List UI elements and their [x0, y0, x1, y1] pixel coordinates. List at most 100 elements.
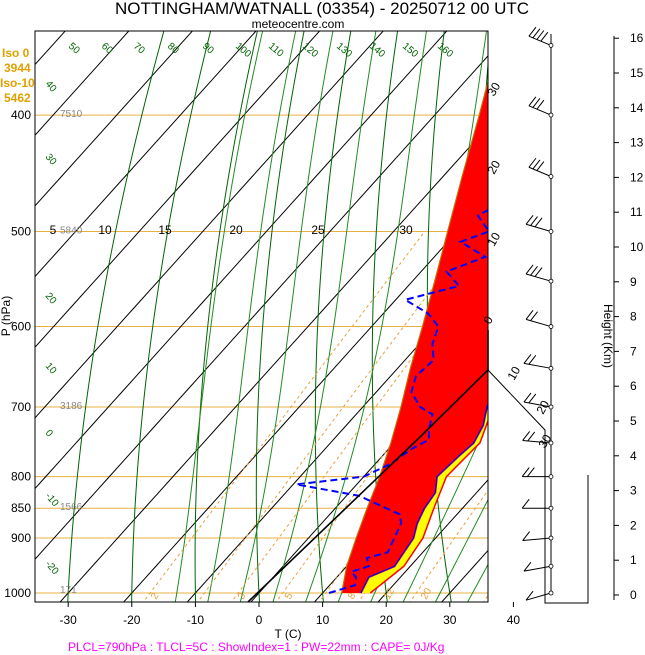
moist-adiabat-30 — [434, 498, 488, 602]
mixing-ratio-2 — [197, 231, 476, 602]
height-tick-label-3: 3 — [630, 484, 637, 498]
height-label-850: 1566 — [60, 502, 83, 513]
wind-barb — [528, 96, 554, 118]
footer-indices: PLCL=790hPa : TLCL=5C : ShowIndex=1 : PW… — [68, 640, 444, 654]
temperature-blue-line — [360, 401, 488, 594]
wind-barb-flag — [525, 264, 534, 275]
pressure-label-500: 500 — [11, 224, 31, 238]
isotherm-0 — [250, 337, 488, 602]
thetae-right-5: 20 — [533, 398, 552, 417]
wind-barb-staff — [525, 592, 552, 601]
parcel-line — [341, 79, 488, 594]
wind-barb-staff — [525, 318, 552, 328]
pressure-label-800: 800 — [11, 470, 31, 484]
wind-barb-flag — [536, 99, 545, 110]
height-tick-label-9: 9 — [630, 275, 637, 289]
wind-barb-flag — [528, 26, 537, 37]
height-tick-label-8: 8 — [630, 310, 637, 324]
thetae-right-4: 10 — [504, 364, 523, 383]
height-tick-label-6: 6 — [630, 379, 637, 393]
moist-adiabat-25 — [402, 420, 488, 602]
moist-adiabat-0 — [239, 31, 334, 602]
moist-adiabat--5 — [207, 31, 297, 602]
wind-barb-flag — [528, 393, 537, 404]
x-tick-label-20: 20 — [380, 613, 394, 627]
wind-barb — [525, 264, 554, 284]
height-tick-label-14: 14 — [630, 101, 644, 115]
moist-adiabat--10 — [174, 31, 264, 602]
wind-barb-flag — [521, 467, 530, 477]
wind-station-dot — [548, 505, 554, 511]
wind-barb-flag — [528, 354, 537, 365]
height-label-1000: 171 — [60, 585, 77, 596]
wind-station-dot — [548, 404, 554, 410]
virtual-temp-line — [369, 418, 488, 594]
footer-show: : ShowIndex=1 — [211, 640, 291, 654]
dry-adiabat--30 — [67, 31, 165, 602]
pressure-label-900: 900 — [11, 531, 31, 545]
height-tick-label-0: 0 — [630, 588, 637, 602]
wind-barb-flag — [525, 214, 534, 225]
height-tick-label-7: 7 — [630, 344, 637, 358]
wind-station-dot — [548, 563, 554, 569]
pressure-label-1000: 1000 — [4, 586, 31, 600]
x-axis-label: T (C) — [274, 627, 301, 641]
wind-barb-flag — [523, 561, 532, 572]
height-label-400: 7510 — [60, 109, 83, 120]
wind-station-dot — [548, 278, 554, 284]
wind-station-dot — [548, 324, 554, 329]
mixing-label-5: 5 — [283, 591, 296, 602]
wind-barb-flag — [528, 157, 537, 168]
height-label-500: 5840 — [60, 225, 83, 236]
x-tick-label--30: -30 — [60, 613, 78, 627]
moist-adiabat-10 — [305, 31, 427, 602]
height-tick-label-16: 16 — [630, 31, 644, 45]
theta-left-4: 0 — [43, 428, 55, 440]
wind-barb — [525, 310, 554, 329]
thetae-label-20: 20 — [229, 223, 243, 237]
wind-barb-flag — [536, 161, 545, 171]
dewpoint-line — [296, 209, 488, 594]
mixing-label-20: 20 — [419, 586, 434, 602]
wind-barb-flag — [523, 354, 532, 364]
thetae-right-0: 30 — [484, 80, 503, 99]
wind-station-dot — [548, 174, 554, 179]
wind-barb-flag — [523, 392, 532, 403]
iso-0-height: 3944 — [4, 61, 31, 75]
wind-station-dot — [548, 590, 554, 596]
chart-title: NOTTINGHAM/WATNALL (03354) - 20250712 00… — [115, 0, 529, 18]
wind-barb — [522, 531, 554, 542]
thetae-label-5: 5 — [50, 223, 57, 237]
wind-barb-flag — [540, 31, 549, 42]
wind-barb-staff — [525, 273, 552, 282]
height-tick-label-13: 13 — [630, 136, 644, 150]
height-tick-label-10: 10 — [630, 240, 644, 254]
wind-barb-flag — [532, 159, 541, 170]
pressure-label-600: 600 — [11, 320, 31, 334]
wind-barb — [525, 214, 554, 234]
wind-barb-flag — [525, 590, 534, 601]
wind-station-dot — [548, 112, 554, 118]
wind-barb-flag — [534, 267, 543, 277]
thetae-label-25: 25 — [311, 223, 325, 237]
wind-barb-flag — [534, 217, 543, 228]
wind-station-dot — [548, 440, 554, 446]
thetae-label-10: 10 — [98, 223, 112, 237]
mixing-label-2: 2 — [149, 591, 162, 602]
height-tick-label-12: 12 — [630, 170, 644, 184]
thetae-label-15: 15 — [158, 223, 172, 237]
wind-barb-staff — [523, 401, 552, 408]
thetae-right-2: 10 — [484, 230, 503, 249]
footer-cape: : CAPE= 0J/Kg — [364, 640, 444, 654]
pressure-label-700: 700 — [11, 400, 31, 414]
isotherm--60 — [35, 31, 384, 419]
wind-barb-staff — [528, 35, 552, 46]
wind-barb-staff — [528, 105, 552, 116]
dry-adiabat--20 — [131, 31, 212, 602]
wind-barb-flag — [527, 431, 536, 442]
iso-info: Iso 0 3944 Iso-10 5462 — [0, 46, 35, 105]
mixing-ratio-40 — [483, 594, 488, 602]
pressure-label-850: 850 — [11, 501, 31, 515]
height-axis-label: Height (Km) — [601, 304, 615, 368]
wind-barb-flag — [532, 98, 541, 108]
